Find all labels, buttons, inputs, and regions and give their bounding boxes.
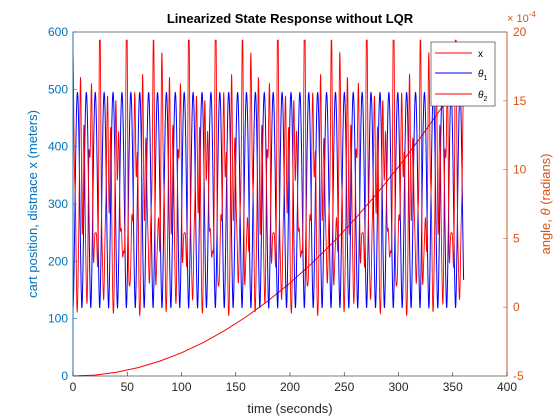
x-tick-label: 50 bbox=[121, 380, 135, 394]
y-right-tick-label: 15 bbox=[513, 94, 527, 108]
x-tick-label: 350 bbox=[443, 380, 463, 394]
right-axis-exponent-power: -4 bbox=[529, 10, 537, 19]
legend-label-x: x bbox=[478, 49, 483, 60]
x-tick-label: 200 bbox=[280, 380, 300, 394]
y-right-axis-label: angle, θ (radians) bbox=[538, 153, 553, 254]
legend-theta2-symbol: θ bbox=[478, 90, 484, 101]
legend-theta1-sub: 1 bbox=[483, 75, 487, 82]
x-tick-label: 100 bbox=[171, 380, 191, 394]
series-line-theta2 bbox=[72, 39, 465, 317]
y-left-tick-label: 600 bbox=[48, 25, 68, 39]
legend: x θ1 θ2 bbox=[430, 41, 496, 107]
y-left-axis-label: cart position, distnace x (meters) bbox=[25, 110, 40, 298]
y-right-axis-label-unit: (radians) bbox=[538, 153, 553, 208]
x-tick-label: 150 bbox=[226, 380, 246, 394]
x-tick-label: 400 bbox=[497, 380, 517, 394]
y-right-axis-label-text: angle, bbox=[538, 215, 553, 254]
y-right-tick-label: 0 bbox=[513, 300, 520, 314]
y-right-tick-label: 20 bbox=[513, 25, 527, 39]
x-tick-label: 0 bbox=[70, 380, 77, 394]
y-left-tick-label: 100 bbox=[48, 312, 68, 326]
y-right-tick-label: -5 bbox=[513, 369, 524, 383]
x-tick-label: 250 bbox=[334, 380, 354, 394]
series-line-theta1 bbox=[72, 91, 465, 309]
legend-label-theta1: θ1 bbox=[478, 69, 487, 82]
legend-label-theta2: θ2 bbox=[478, 90, 487, 103]
legend-theta1-symbol: θ bbox=[478, 69, 484, 80]
y-left-tick-label: 0 bbox=[61, 369, 68, 383]
y-left-tick-label: 200 bbox=[48, 254, 68, 268]
right-axis-exponent: × 10-4 bbox=[507, 10, 536, 25]
y-left-tick-label: 500 bbox=[48, 82, 68, 96]
x-axis-label: time (seconds) bbox=[247, 401, 332, 416]
legend-theta2-sub: 2 bbox=[483, 96, 487, 103]
chart-title: Linearized State Response without LQR bbox=[167, 11, 414, 26]
right-axis-exponent-base: × 10 bbox=[507, 13, 529, 25]
x-tick-label: 300 bbox=[388, 380, 408, 394]
series-layer bbox=[72, 39, 465, 377]
y-left-tick-label: 300 bbox=[48, 197, 68, 211]
y-left-tick-label: 400 bbox=[48, 140, 68, 154]
y-right-tick-label: 5 bbox=[513, 231, 520, 245]
y-right-axis-label-symbol: θ bbox=[538, 208, 553, 215]
y-right-tick-label: 10 bbox=[513, 163, 527, 177]
ticks-layer: 0 50 100 150 200 250 300 350 4000100200300400500… bbox=[48, 25, 527, 394]
